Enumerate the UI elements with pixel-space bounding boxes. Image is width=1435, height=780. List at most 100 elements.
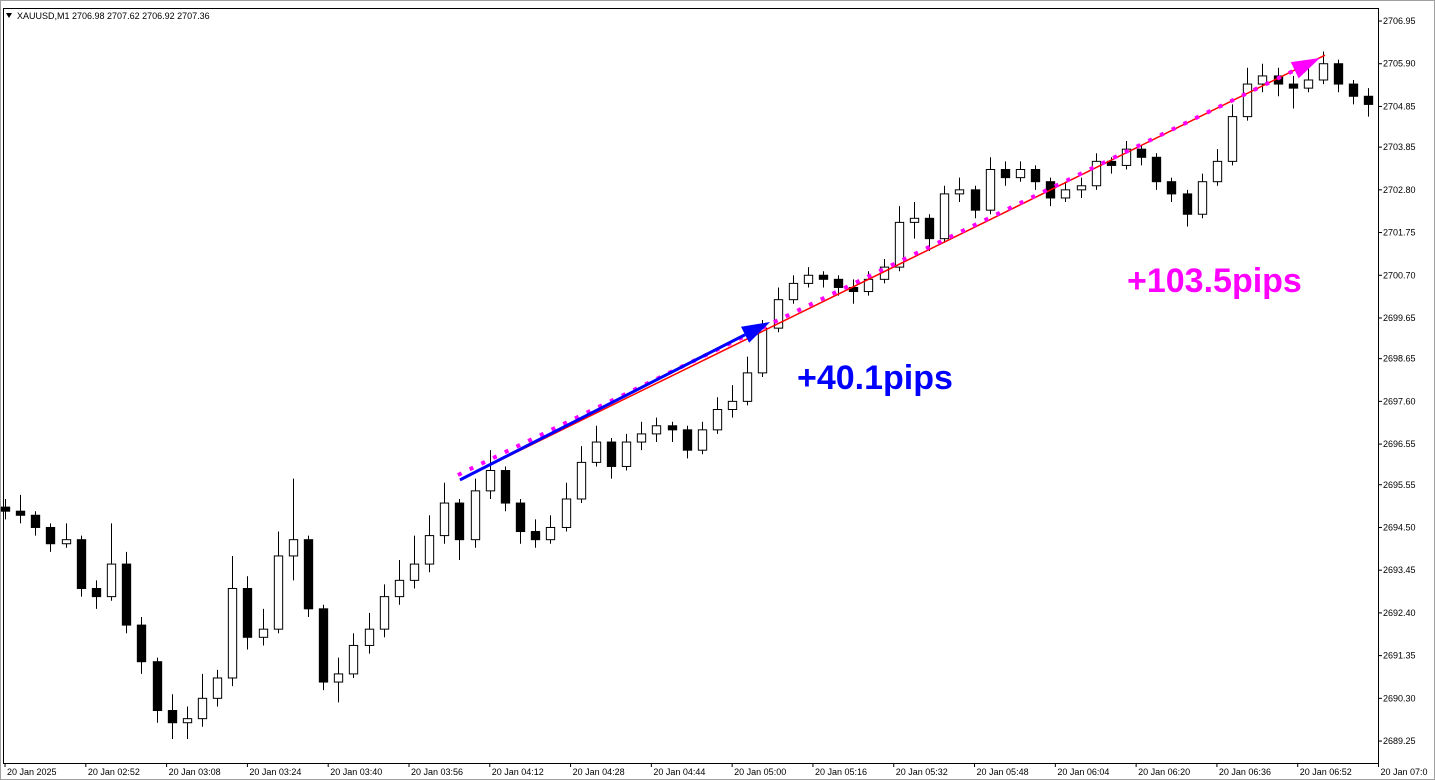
- x-tick-label: 20 Jan 04:44: [653, 767, 705, 777]
- candle-body: [1106, 160, 1117, 166]
- candle-body: [818, 274, 829, 280]
- y-tick-label: 2693.45: [1383, 565, 1416, 575]
- header-toggle[interactable]: [6, 13, 12, 18]
- y-tick-label: 2697.60: [1383, 396, 1416, 406]
- pips-label: +103.5pips: [1127, 262, 1302, 300]
- candle-body: [1151, 156, 1162, 183]
- arrow-head: [1290, 58, 1320, 79]
- candle-body: [15, 510, 26, 516]
- y-tick-label: 2698.65: [1383, 354, 1416, 364]
- trend-arrow: [459, 333, 746, 482]
- candle-body: [833, 278, 844, 288]
- candle-body: [1182, 193, 1193, 215]
- candle-body: [348, 644, 359, 675]
- candle-body: [561, 498, 572, 528]
- x-tick-label: 20 Jan 03:56: [411, 767, 463, 777]
- candle-body: [970, 189, 981, 211]
- candle-body: [576, 461, 587, 500]
- candle-body: [106, 563, 117, 598]
- x-tick-label: 20 Jan 06:04: [1057, 767, 1109, 777]
- candle-body: [258, 628, 269, 638]
- candle-body: [30, 514, 41, 528]
- y-tick-label: 2705.90: [1383, 59, 1416, 69]
- x-tick-label: 20 Jan 03:24: [249, 767, 301, 777]
- candle-body: [1333, 63, 1344, 85]
- trend-line: [459, 54, 1326, 481]
- candle-body: [91, 587, 102, 598]
- x-tick-label: 20 Jan 05:32: [896, 767, 948, 777]
- x-tick-label: 20 Jan 04:28: [573, 767, 625, 777]
- y-tick-label: 2696.55: [1383, 439, 1416, 449]
- x-tick-label: 20 Jan 05:00: [734, 767, 786, 777]
- candle-body: [773, 299, 784, 329]
- y-tick-label: 2700.70: [1383, 270, 1416, 280]
- candles: [0, 51, 1374, 739]
- candle-body: [621, 441, 632, 467]
- y-tick-label: 2699.65: [1383, 313, 1416, 323]
- y-tick-label: 2689.25: [1383, 736, 1416, 746]
- y-tick-label: 2701.75: [1383, 228, 1416, 238]
- candle-body: [409, 563, 420, 581]
- candle-body: [1091, 160, 1102, 187]
- x-tick-label: 20 Jan 06:20: [1138, 767, 1190, 777]
- candle-body: [545, 526, 556, 541]
- candle-body: [1363, 95, 1374, 105]
- candle-body: [136, 624, 147, 663]
- y-tick-label: 2691.35: [1383, 651, 1416, 661]
- candle-body: [1227, 116, 1238, 162]
- candle-body: [1242, 83, 1253, 118]
- candle-body: [909, 217, 920, 223]
- candle-body: [894, 221, 905, 268]
- y-tick-label: 2695.55: [1383, 480, 1416, 490]
- candle-body: [333, 673, 344, 683]
- candle-body: [606, 441, 617, 467]
- candle-body: [667, 425, 678, 431]
- candle-body: [697, 429, 708, 451]
- candle-body: [682, 429, 693, 451]
- candle-body: [1257, 75, 1268, 85]
- candle-body: [712, 409, 723, 431]
- candle-body: [227, 587, 238, 679]
- candle-body: [1076, 185, 1087, 191]
- candle-body: [530, 531, 541, 541]
- x-tick-label: 20 Jan 06:52: [1300, 767, 1352, 777]
- x-tick-label: 20 Jan 04:12: [492, 767, 544, 777]
- candle-body: [197, 697, 208, 720]
- candle-body: [273, 555, 284, 630]
- candle-body: [45, 526, 56, 545]
- plot-area: [3, 8, 1379, 764]
- candle-body: [454, 502, 465, 541]
- candle-body: [470, 490, 481, 541]
- candle-body: [1197, 181, 1208, 215]
- chart-header: XAUUSD,M1 2706.98 2707.62 2706.92 2707.3…: [17, 11, 210, 21]
- candle-body: [1303, 79, 1314, 89]
- candle-body: [1212, 160, 1223, 183]
- candle-body: [651, 425, 662, 435]
- x-tick-label: 20 Jan 02:52: [88, 767, 140, 777]
- candle-body: [985, 168, 996, 211]
- x-tick-label: 20 Jan 05:48: [977, 767, 1029, 777]
- candle-body: [591, 441, 602, 463]
- candle-body: [121, 563, 132, 626]
- candle-body: [636, 433, 647, 443]
- candle-body: [1166, 181, 1177, 195]
- candle-body: [1000, 168, 1011, 179]
- candle-body: [364, 628, 375, 646]
- candle-body: [303, 539, 314, 610]
- candle-body: [1318, 63, 1329, 81]
- candle-body: [182, 718, 193, 724]
- y-tick-label: 2706.95: [1383, 16, 1416, 26]
- candle-body: [515, 502, 526, 533]
- x-tick-label: 20 Jan 03:08: [169, 767, 221, 777]
- candle-body: [788, 282, 799, 301]
- y-tick-label: 2704.85: [1383, 101, 1416, 111]
- candle-body: [1030, 168, 1041, 183]
- candle-body: [288, 539, 299, 557]
- candle-body: [1060, 189, 1071, 199]
- y-tick-label: 2703.85: [1383, 142, 1416, 152]
- candle-body: [924, 217, 935, 240]
- candle-body: [394, 579, 405, 598]
- candle-body: [0, 506, 11, 512]
- candle-body: [61, 539, 72, 545]
- x-tick-label: 20 Jan 2025: [7, 767, 57, 777]
